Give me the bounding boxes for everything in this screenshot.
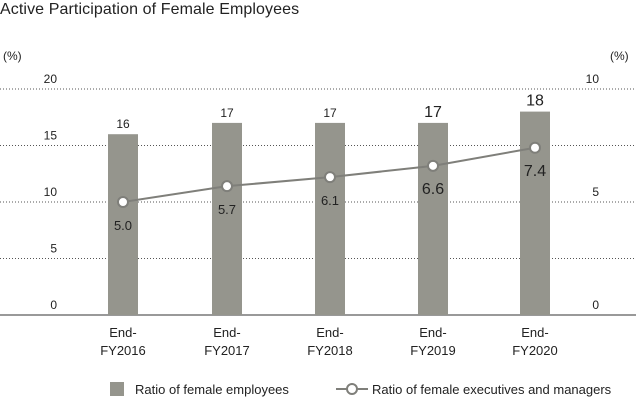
right-tick-label: 10: [586, 72, 600, 86]
bar-value-label: 18: [526, 93, 544, 110]
left-tick-label: 10: [44, 185, 58, 199]
right-tick-label: 0: [592, 298, 599, 312]
legend-line-marker: [346, 383, 358, 395]
bar: [315, 122, 345, 316]
bar-value-label: 17: [424, 104, 442, 121]
x-category-label-line2: FY2020: [512, 343, 558, 358]
bar: [212, 122, 242, 316]
left-unit-label: (%): [3, 49, 22, 63]
bar-value-label: 17: [220, 106, 234, 120]
x-category-label-line2: FY2019: [410, 343, 456, 358]
x-category-label-line1: End-: [419, 325, 446, 340]
line-marker: [324, 171, 336, 184]
line-value-label: 7.4: [524, 163, 546, 180]
x-category-label-line1: End-: [316, 325, 343, 340]
line-marker: [427, 159, 439, 172]
x-category-label-line2: FY2017: [204, 343, 250, 358]
line-value-label: 5.0: [114, 218, 132, 233]
left-tick-label: 0: [50, 298, 57, 312]
x-category-label-line2: FY2016: [100, 343, 146, 358]
legend-bar-swatch: [110, 382, 124, 396]
x-category-label-line1: End-: [109, 325, 136, 340]
line-value-label: 5.7: [218, 202, 236, 217]
line-value-label: 6.1: [321, 193, 339, 208]
line-marker: [221, 180, 233, 193]
x-category-label-line1: End-: [213, 325, 240, 340]
right-tick-label: 5: [592, 185, 599, 199]
legend-bar-label: Ratio of female employees: [135, 382, 289, 397]
line-marker: [117, 196, 129, 208]
bar-value-label: 16: [116, 117, 130, 131]
left-tick-label: 5: [50, 242, 57, 256]
left-tick-label: 20: [44, 72, 58, 86]
bar: [418, 122, 448, 316]
right-unit-label: (%): [610, 49, 629, 63]
bar: [108, 134, 138, 315]
bar-value-label: 17: [323, 106, 337, 120]
legend-line-label: Ratio of female executives and managers: [372, 382, 612, 397]
chart-title: Active Participation of Female Employees: [0, 1, 300, 18]
line-marker: [529, 141, 541, 154]
x-category-label-line2: FY2018: [307, 343, 353, 358]
left-tick-label: 15: [44, 129, 58, 143]
x-category-label-line1: End-: [521, 325, 548, 340]
line-value-label: 6.6: [422, 181, 444, 198]
